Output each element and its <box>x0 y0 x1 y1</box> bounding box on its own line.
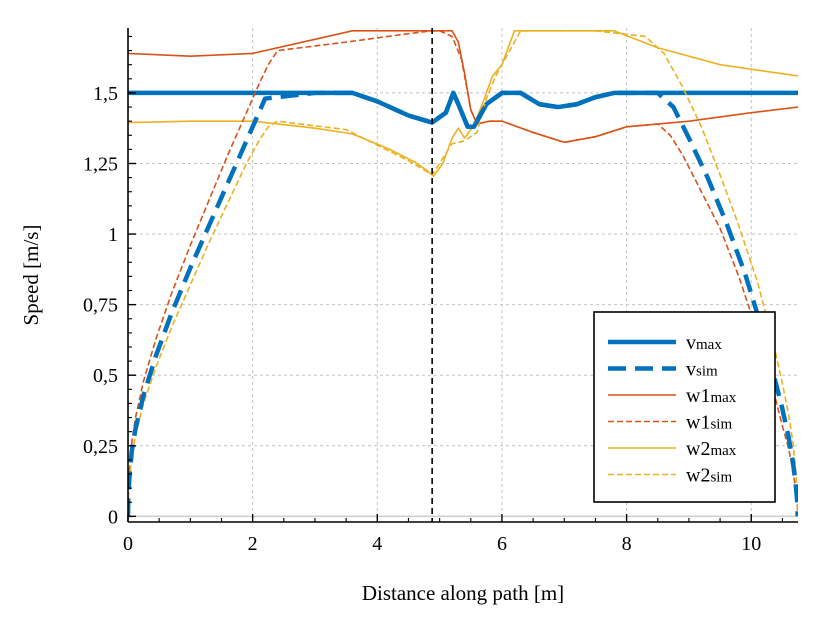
legend-label-vmax: vmax <box>686 332 722 354</box>
y-tick-label-3: 0,75 <box>83 295 118 317</box>
legend-label-w1sim: w1sim <box>686 412 732 434</box>
x-tick-label-5: 10 <box>741 533 761 555</box>
y-tick-label-1: 0,25 <box>83 436 118 458</box>
legend: vmax vsim w1max w1sim w2max w2sim <box>593 311 776 503</box>
series-line-vsim <box>128 90 798 517</box>
x-tick-label-0: 0 <box>123 533 133 555</box>
legend-label-w2max: w2max <box>686 438 737 460</box>
x-tick-label-4: 8 <box>622 533 632 555</box>
y-tick-label-6: 1,5 <box>93 83 118 105</box>
y-tick-label-4: 1 <box>108 224 118 246</box>
legend-label-w2sim: w2sim <box>686 465 732 487</box>
x-tick-label-3: 6 <box>497 533 507 555</box>
x-tick-label-2: 4 <box>372 533 382 555</box>
axes: 0 2 4 6 8 10 0 0,25 0,5 0,75 1 1,25 1,5 <box>83 28 798 555</box>
series-line-w2sim <box>128 30 798 517</box>
legend-label-vsim: vsim <box>686 359 718 381</box>
x-tick-label-1: 2 <box>248 533 258 555</box>
y-tick-label-2: 0,5 <box>93 365 118 387</box>
legend-label-w1max: w1max <box>686 385 737 407</box>
y-tick-label-5: 1,25 <box>83 153 118 175</box>
y-axis-label: Speed [m/s] <box>19 225 43 326</box>
x-axis-label: Distance along path [m] <box>362 581 564 605</box>
y-tick-label-0: 0 <box>108 506 118 528</box>
series-line-w1max <box>128 30 798 144</box>
